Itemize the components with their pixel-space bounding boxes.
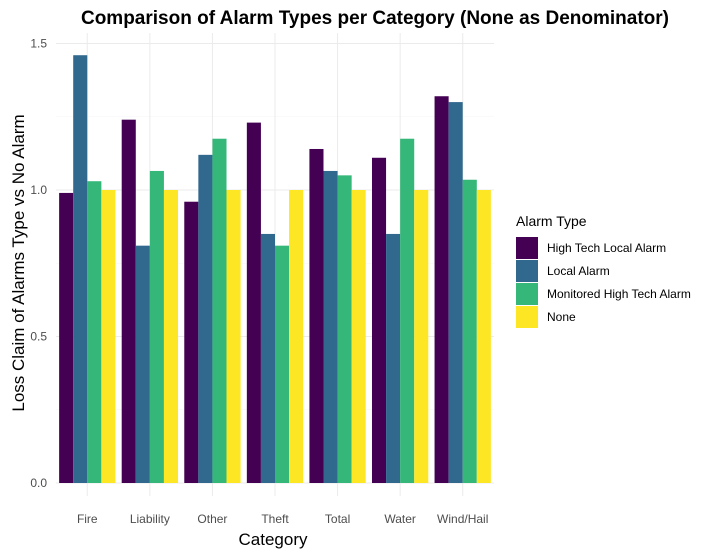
- legend-key: [516, 283, 538, 305]
- bar: [448, 102, 463, 483]
- x-tick-label: Total: [325, 512, 350, 526]
- bar: [198, 154, 213, 483]
- legend-label: None: [547, 310, 576, 324]
- y-axis-title: Loss Claim of Alarms Type vs No Alarm: [9, 114, 28, 411]
- legend-label: Monitored High Tech Alarm: [547, 287, 691, 301]
- bar: [371, 157, 387, 483]
- bar: [87, 181, 102, 483]
- bar: [149, 170, 164, 483]
- bars-group: [59, 55, 491, 484]
- x-axis-title: Category: [239, 530, 308, 549]
- chart-title: Comparison of Alarm Types per Category (…: [81, 8, 669, 29]
- y-tick-label: 0.5: [30, 330, 47, 344]
- x-tick-label: Wind/Hail: [437, 512, 488, 526]
- y-tick-label: 0.0: [30, 476, 47, 490]
- y-tick-label: 1.0: [30, 183, 47, 197]
- bar: [163, 190, 179, 483]
- y-axis-ticks: 0.0 0.5 1.0 1.5: [30, 37, 47, 491]
- bar: [260, 233, 275, 483]
- bar: [101, 190, 116, 483]
- legend-key: [516, 306, 538, 328]
- legend-title: Alarm Type: [516, 213, 587, 229]
- legend-key: [516, 237, 538, 259]
- bar: [400, 138, 415, 483]
- bar: [226, 190, 241, 483]
- x-tick-label: Water: [384, 512, 416, 526]
- x-tick-label: Other: [197, 512, 227, 526]
- x-tick-label: Fire: [77, 512, 98, 526]
- legend-label: High Tech Local Alarm: [547, 241, 666, 255]
- legend-key: [516, 260, 538, 282]
- bar: [135, 245, 150, 483]
- bar: [309, 148, 324, 484]
- bar: [121, 119, 136, 484]
- bar: [59, 192, 74, 483]
- bar: [275, 245, 290, 483]
- bar: [246, 122, 261, 484]
- bar: [414, 190, 429, 483]
- bar: [212, 138, 227, 483]
- bar: [184, 201, 199, 483]
- legend: Alarm Type High Tech Local Alarm Local Al…: [516, 213, 691, 328]
- bar: [337, 175, 352, 483]
- bar: [386, 233, 401, 483]
- bar: [351, 190, 366, 483]
- legend-label: Local Alarm: [547, 264, 610, 278]
- bar: [476, 190, 491, 483]
- x-tick-label: Liability: [130, 512, 170, 526]
- bar: [323, 170, 338, 483]
- bar: [73, 55, 88, 483]
- x-axis-ticks: Fire Liability Other Theft Total Water Wind/Ha…: [77, 512, 488, 526]
- bar: [462, 179, 477, 483]
- x-tick-label: Theft: [261, 512, 289, 526]
- bar: [289, 190, 304, 483]
- bar: [434, 96, 449, 484]
- y-tick-label: 1.5: [30, 37, 47, 51]
